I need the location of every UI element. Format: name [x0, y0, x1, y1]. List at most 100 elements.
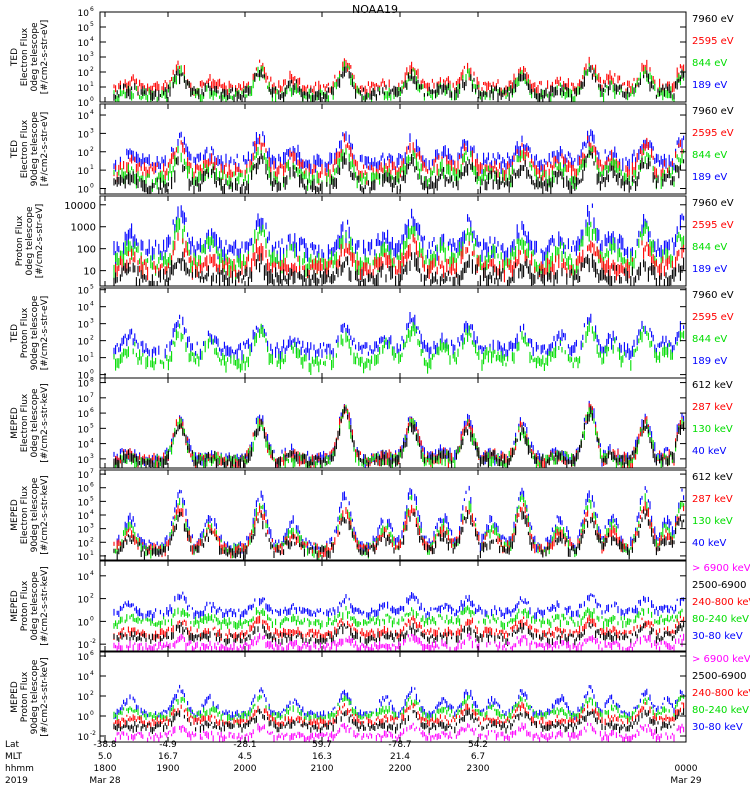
panel-1-ylabel-line: Electron Flux: [20, 27, 30, 86]
panel-2-series: [113, 129, 685, 194]
series-red-panel-1: [113, 56, 685, 100]
y-tick-exponent: 4: [90, 670, 94, 677]
panel-3: 10000 1000 100 10 Proton Flux 0deg telescope[…: [15, 195, 734, 287]
x-tick-hhmm: 2000: [234, 764, 257, 774]
y-tick-label: 10: [78, 69, 90, 79]
y-tick-label: 10000: [64, 201, 96, 212]
y-tick-exponent: 7: [90, 392, 94, 399]
legend-entry: 189 eV: [692, 80, 727, 91]
series-red-panel-3: [115, 232, 685, 283]
legend-entry: 2595 eV: [692, 128, 734, 139]
y-tick-exponent: 4: [90, 570, 94, 577]
panel-4-ylabel-line: Proton Flux: [20, 307, 30, 358]
y-tick-label: 10: [78, 498, 90, 508]
panel-7-ylabel-line: [#/cm2-s-str-keV]: [40, 566, 50, 645]
series-green-panel-6: [113, 493, 685, 560]
y-tick-exponent: 0: [90, 369, 94, 376]
legend-entry: 80-240 keV: [692, 705, 749, 716]
y-tick-label: 10: [78, 425, 90, 435]
x-axis-row-label: 2019: [5, 776, 28, 786]
y-tick-label: 10: [78, 395, 90, 405]
x-axis-row-label: MLT: [5, 752, 23, 762]
legend-entry: 2500-6900: [692, 671, 747, 682]
panel-5-ylabel-line: [#/cm2-s-str-keV]: [40, 383, 50, 462]
panel-1-ylabel-line: [#/cm2-s-str-eV]: [40, 20, 50, 95]
legend-entry: 287 keV: [692, 402, 733, 413]
panel-4-series: [113, 312, 685, 375]
panel-8-frame: [99, 651, 687, 743]
legend-entry: 130 keV: [692, 424, 733, 435]
y-tick-label: 10: [78, 372, 90, 382]
y-tick-label: 10: [78, 553, 90, 563]
y-tick-exponent: 2: [90, 335, 94, 342]
panel-5-ylabel-line: Electron Flux: [20, 393, 30, 452]
series-black-panel-8: [113, 708, 685, 735]
y-tick-exponent: 3: [90, 127, 94, 134]
panel-4-ylabel-line: 90deg telescope: [30, 295, 40, 370]
panel-8-ylabel-line: MEPED: [10, 681, 20, 713]
panel-2-ylabel-line: TED: [10, 140, 20, 159]
panel-6-frame: [99, 469, 687, 561]
series-blue-panel-8: [113, 684, 685, 722]
x-tick-lat: -28.1: [233, 740, 256, 750]
legend-entry: 80-240 keV: [692, 614, 749, 625]
panel-3-ylabel-line: 0deg telescope: [25, 206, 35, 276]
y-tick-label: 10: [78, 526, 90, 536]
legend-entry: 612 keV: [692, 472, 733, 483]
legend-entry: 130 keV: [692, 516, 733, 527]
series-black-panel-6: [113, 509, 685, 560]
y-tick-label: 10: [78, 167, 90, 177]
y-tick-label: 10: [78, 112, 90, 122]
panel-4-ylabel-line: TED: [10, 324, 20, 343]
x-tick-lat: 59.7: [312, 740, 332, 750]
y-tick-exponent: 3: [90, 51, 94, 58]
series-green-panel-4: [113, 321, 685, 375]
panel-6-ylabel-line: MEPED: [10, 499, 20, 531]
legend-entry: 844 eV: [692, 334, 727, 345]
y-tick-label: 10: [78, 355, 90, 365]
series-magenta-panel-7: [113, 633, 685, 651]
legend-entry: > 6900 keV: [692, 563, 750, 574]
y-tick-exponent: 2: [90, 66, 94, 73]
x-axis-row-label: hhmm: [5, 764, 34, 774]
y-tick-exponent: 3: [90, 453, 94, 460]
legend-entry: 287 keV: [692, 494, 733, 505]
x-tick-lat: -4.9: [159, 740, 177, 750]
series-black-panel-7: [113, 622, 685, 647]
legend-entry: 240-800 keV: [692, 597, 750, 608]
y-tick-exponent: -2: [90, 638, 96, 645]
y-tick-exponent: 1: [90, 550, 94, 557]
y-tick-exponent: 0: [90, 96, 94, 103]
panel-1-ylabel-line: TED: [10, 48, 20, 67]
panel-5-ylabel-line: MEPED: [10, 407, 20, 439]
y-tick-exponent: 6: [90, 6, 94, 13]
y-tick-label: 100: [77, 245, 96, 256]
y-tick-label: 10: [78, 185, 90, 195]
panel-7-ylabel-line: 0deg telescope: [30, 571, 40, 641]
y-tick-exponent: 5: [90, 422, 94, 429]
panel-1-ylabel-line: 0deg telescope: [30, 22, 40, 92]
y-tick-label: 10: [78, 9, 90, 19]
legend-entry: 30-80 keV: [692, 722, 743, 733]
y-tick-exponent: 3: [90, 318, 94, 325]
series-black-panel-5: [113, 405, 685, 468]
y-tick-exponent: 2: [90, 593, 94, 600]
panel-2-ylabel-line: Electron Flux: [20, 119, 30, 178]
legend-entry: 7960 eV: [692, 290, 734, 301]
y-tick-label: 10: [78, 287, 90, 297]
legend-entry: > 6900 keV: [692, 654, 750, 665]
x-tick-hhmm: 2300: [467, 764, 490, 774]
series-black-panel-1: [113, 65, 685, 102]
panel-5-series: [113, 400, 685, 468]
x-tick-lat: -38.8: [93, 740, 117, 750]
y-tick-label: 10: [78, 456, 90, 466]
y-tick-exponent: 4: [90, 109, 94, 116]
